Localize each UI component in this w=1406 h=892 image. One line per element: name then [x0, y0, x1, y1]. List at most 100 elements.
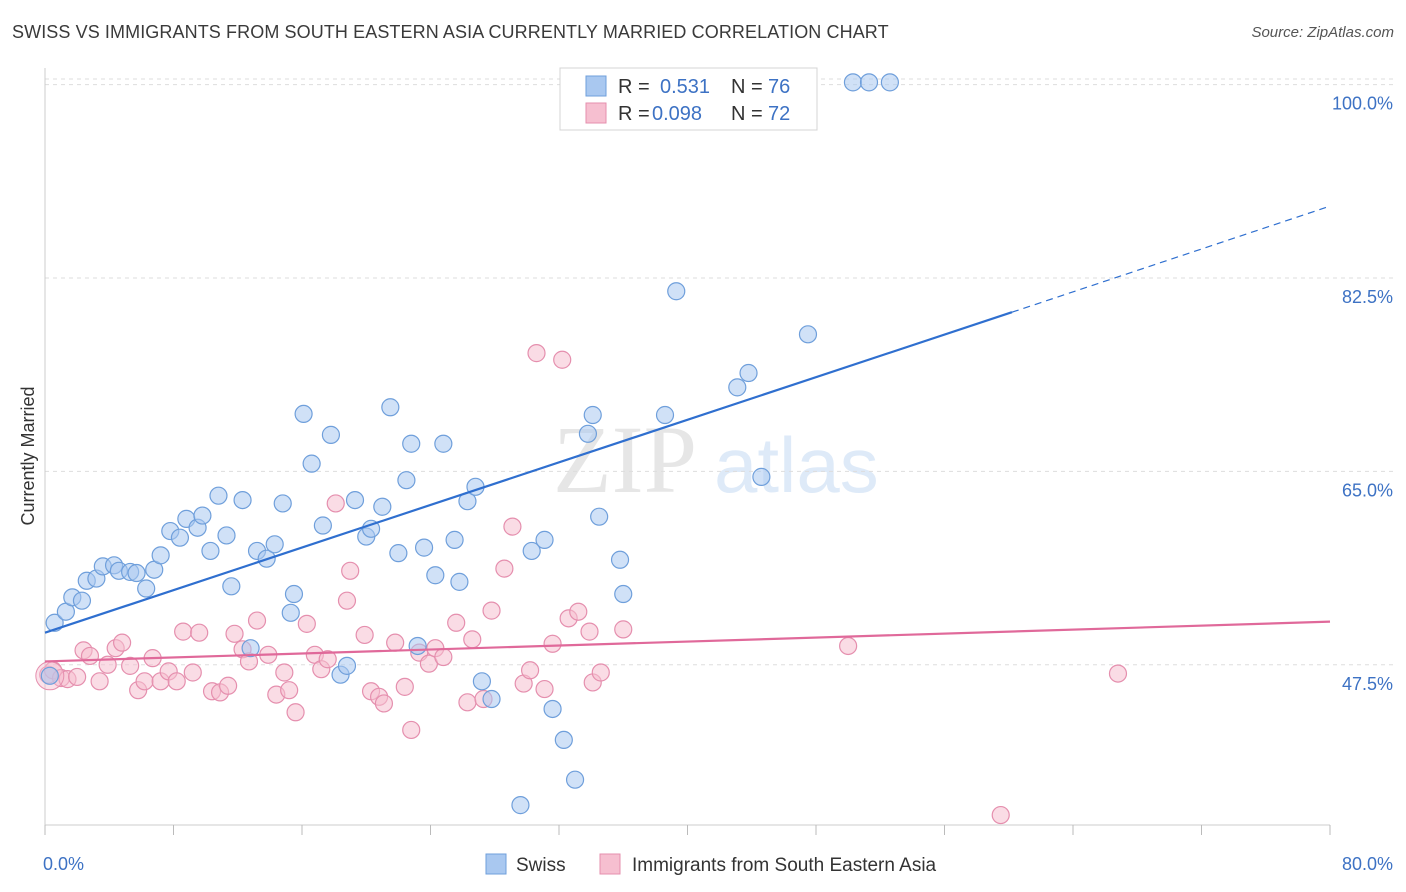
sea-point-4: [68, 667, 87, 687]
sea-trend-line: [44, 620, 1331, 663]
sea-point-27: [247, 611, 267, 630]
swiss-point-57: [522, 541, 541, 561]
stats-legend: R = 0.531 N = 76 R = 0.098 N = 72: [559, 67, 818, 131]
swiss-point-0: [40, 666, 59, 685]
sea-point-51: [447, 613, 466, 632]
swiss-point-75: [880, 73, 899, 92]
swiss-point-45: [402, 434, 421, 453]
sea-point-33: [297, 614, 316, 633]
sea-point-66: [580, 622, 599, 641]
sea-point-39: [341, 561, 360, 580]
sea-point-61: [535, 679, 554, 699]
sea-point-57: [503, 517, 522, 536]
sea-point-46: [402, 720, 421, 740]
sea-point-19: [183, 663, 202, 682]
swiss-point-63: [583, 405, 602, 425]
swiss-point-51: [450, 572, 469, 591]
sea-point-11: [121, 656, 140, 675]
swiss-point-61: [565, 770, 585, 789]
swiss-point-19: [193, 506, 212, 525]
sea-point-69: [614, 620, 633, 639]
swiss-point-47: [414, 538, 434, 557]
swiss-point-59: [543, 699, 562, 719]
legend-r-value-swiss: 0.531: [660, 76, 710, 98]
sea-point-70: [839, 636, 858, 656]
swiss-point-41: [373, 497, 392, 516]
bottom-legend-label-sea: Immigrants from South Eastern Asia: [632, 855, 937, 876]
swiss-point-38: [345, 490, 365, 510]
swiss-point-37: [337, 656, 357, 675]
swiss-point-14: [151, 546, 170, 565]
sea-point-59: [520, 661, 540, 680]
x-tick-label-max: 80.0%: [1342, 854, 1393, 874]
y-tick-label-2: 82.5%: [1342, 287, 1393, 307]
sea-point-45: [395, 677, 414, 696]
swiss-point-30: [281, 603, 300, 622]
swiss-point-31: [284, 584, 304, 604]
swiss-point-72: [798, 325, 818, 344]
swiss-point-29: [273, 494, 292, 513]
sea-point-50: [434, 647, 453, 667]
swiss-point-44: [397, 471, 416, 490]
swiss-point-33: [302, 454, 321, 473]
swiss-point-16: [170, 528, 190, 547]
sea-point-55: [482, 601, 501, 620]
y-axis-title: Currently Married: [18, 386, 38, 525]
chart-title: SWISS VS IMMIGRANTS FROM SOUTH EASTERN A…: [12, 22, 889, 42]
swiss-point-48: [426, 566, 445, 585]
sea-point-44: [386, 633, 405, 652]
legend-r-value-sea: 0.098: [652, 103, 702, 125]
swiss-point-73: [843, 73, 863, 92]
swiss-point-20: [201, 541, 220, 561]
swiss-point-64: [590, 507, 609, 526]
legend-r-label-swiss: R =: [618, 76, 650, 98]
watermark: ZIP atlas: [553, 406, 879, 513]
watermark-atlas: atlas: [714, 421, 879, 509]
swiss-series-points: [40, 73, 899, 815]
swiss-point-56: [511, 796, 530, 815]
x-ticks: [44, 825, 1331, 835]
swiss-point-42: [381, 398, 400, 417]
swiss-point-40: [361, 519, 381, 538]
swiss-point-70: [739, 363, 758, 383]
swiss-point-46: [408, 636, 427, 656]
sea-point-20: [190, 623, 209, 642]
y-tick-label-0: 47.5%: [1342, 674, 1393, 694]
swiss-trend-extension: [1011, 205, 1331, 313]
sea-point-36: [318, 650, 337, 669]
sea-point-13: [135, 672, 154, 691]
bottom-legend-swatch-sea: [599, 853, 621, 875]
swiss-point-58: [535, 530, 554, 549]
swiss-point-55: [482, 689, 501, 709]
sea-point-63: [553, 350, 572, 369]
sea-point-52: [458, 693, 477, 712]
sea-point-17: [167, 672, 186, 691]
sea-point-65: [569, 602, 588, 621]
sea-point-62: [543, 634, 562, 653]
sea-point-18: [174, 622, 193, 641]
swiss-point-12: [137, 579, 156, 598]
source-credit: Source: ZipAtlas.com: [1251, 24, 1394, 41]
swiss-point-35: [321, 425, 341, 444]
sea-point-10: [112, 633, 132, 652]
swiss-point-21: [209, 486, 228, 505]
sea-point-68: [591, 663, 610, 682]
swiss-point-60: [554, 730, 573, 750]
y-tick-label-3: 100.0%: [1332, 94, 1393, 114]
swiss-point-67: [655, 405, 675, 425]
legend-n-value-sea: 72: [768, 103, 790, 125]
gridlines: [45, 78, 1394, 666]
legend-r-label-sea: R =: [618, 103, 650, 125]
sea-point-7: [90, 672, 109, 691]
x-tick-label-min: 0.0%: [43, 854, 84, 874]
sea-point-6: [80, 646, 100, 666]
sea-point-72: [991, 805, 1010, 825]
swiss-point-34: [313, 516, 332, 535]
legend-n-value-swiss: 76: [768, 76, 790, 98]
sea-point-56: [495, 559, 514, 578]
trend-lines: [44, 205, 1331, 663]
swiss-point-4: [72, 591, 92, 610]
swiss-point-69: [728, 378, 747, 397]
swiss-point-22: [217, 526, 236, 545]
sea-point-23: [219, 676, 238, 695]
